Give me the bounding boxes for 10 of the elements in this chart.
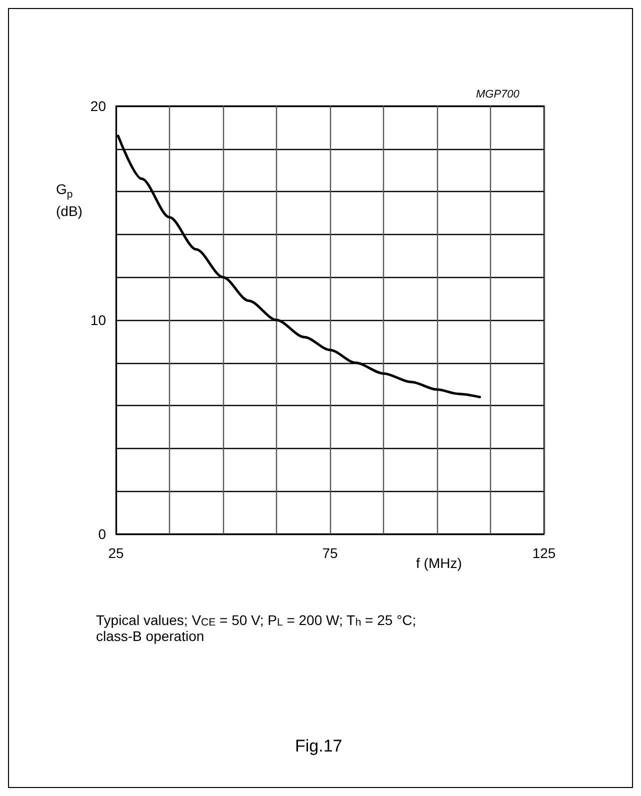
y-tick-label: 0 xyxy=(98,526,106,542)
x-tick-label: 25 xyxy=(108,545,124,561)
x-axis-title: f (MHz) xyxy=(416,555,462,571)
caption: Fig.17 xyxy=(295,736,342,756)
x-tick-label: 125 xyxy=(532,545,556,561)
y-tick-label: 20 xyxy=(90,98,106,114)
text: Typical values; VCE = 50 V; PL = 200 W; Th = 25 °C; class-B operation xyxy=(96,612,416,644)
x-tick-label: 75 xyxy=(322,545,338,561)
text: MGP700 xyxy=(476,88,520,100)
y-tick-label: 10 xyxy=(90,312,106,328)
